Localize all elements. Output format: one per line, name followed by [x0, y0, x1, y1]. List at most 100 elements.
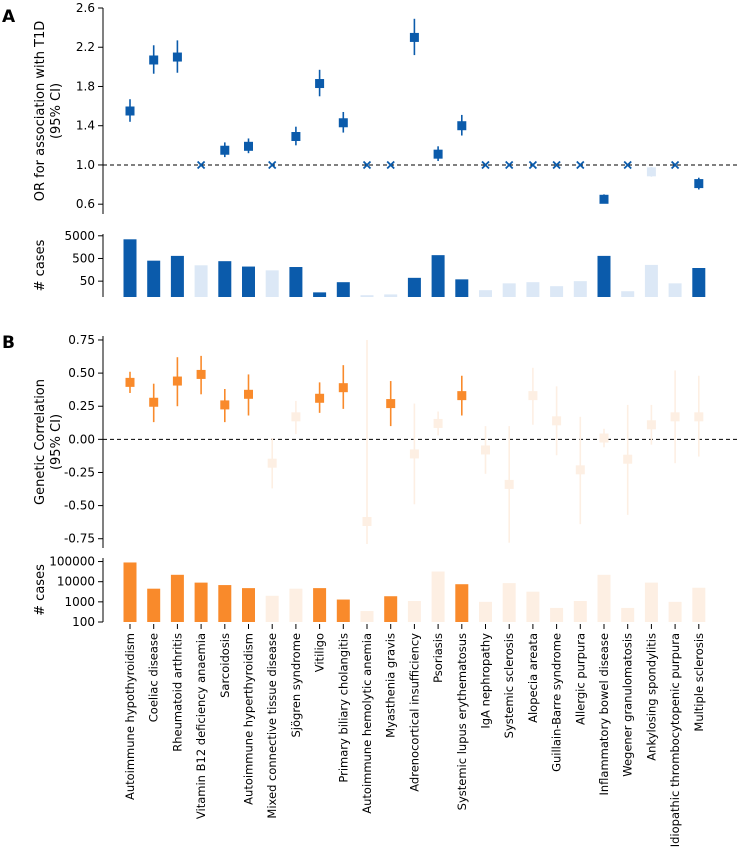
or-null-marker [576, 160, 585, 170]
case-bar [644, 264, 658, 297]
gc-point [196, 369, 206, 379]
or-point [220, 145, 230, 155]
y-axis-label: # cases [33, 564, 48, 616]
case-bar [479, 601, 492, 622]
case-bar [242, 588, 255, 622]
disease-label: Coeliac disease [147, 633, 161, 722]
gc-point [694, 412, 704, 422]
gc-point [338, 383, 348, 393]
disease-label: Autoimmune hemolytic anemia [360, 633, 374, 814]
or-point [291, 132, 301, 142]
or-point [125, 106, 135, 116]
y-tick-label: 2.6 [76, 1, 95, 15]
case-bar [502, 283, 516, 297]
case-bar [597, 574, 611, 622]
gc-point [528, 391, 538, 401]
y-tick-label: 500 [72, 251, 95, 265]
case-bar [644, 582, 658, 622]
gc-point [409, 449, 419, 459]
or-point [599, 194, 609, 204]
gc-point [149, 397, 159, 407]
case-bar [526, 282, 540, 297]
or-point [409, 32, 419, 42]
or-point [172, 52, 182, 62]
disease-label: Mixed connective tissue disease [265, 633, 279, 819]
y-tick-label: 0.50 [68, 366, 95, 380]
case-bar [621, 291, 635, 297]
y-tick-label: 10000 [57, 575, 95, 589]
y-tick-label: -0.75 [64, 532, 95, 546]
case-bar [123, 562, 137, 622]
case-bar [431, 571, 445, 622]
gc-point [670, 412, 680, 422]
case-bar [431, 255, 445, 297]
y-tick-label: 1.0 [76, 158, 95, 172]
case-bar [360, 295, 374, 297]
case-bar [668, 601, 682, 622]
case-bar [668, 283, 682, 297]
panel-b-label: B [2, 333, 15, 353]
case-bar [526, 591, 540, 622]
disease-label: Primary biliary cholangitis [336, 633, 350, 783]
disease-label: Myasthenia gravis [384, 633, 398, 738]
gc-point [291, 412, 301, 422]
case-bar [455, 279, 469, 297]
disease-label: Systemic sclerosis [502, 633, 516, 738]
y-tick-label: 0.75 [68, 333, 95, 347]
disease-labels: Autoimmune hypothyroidism Coeliac disease… [123, 624, 706, 847]
y-axis-label: Genetic Correlation [33, 379, 48, 505]
disease-label: Ankylosing spondylitis [644, 633, 658, 761]
or-null-marker [528, 160, 538, 170]
case-bar [384, 294, 398, 297]
or-null-marker [386, 160, 395, 170]
case-bar [194, 582, 208, 622]
gc-point [623, 454, 633, 464]
gc-point [481, 445, 490, 455]
or-point [244, 141, 253, 151]
or-null-marker [362, 160, 372, 170]
case-bar [289, 588, 303, 622]
y-tick-label: -0.25 [64, 465, 95, 479]
disease-label: Multiple sclerosis [692, 633, 706, 732]
gc-point [362, 517, 372, 526]
genetic-correlation-plot: -0.75 -0.50 -0.25 0.00 0.25 0.50 0.75 Genetic C… [33, 333, 738, 548]
case-bar [170, 574, 184, 622]
disease-label: Sarcoidosis [218, 633, 232, 698]
case-bar [550, 286, 564, 297]
or-point [433, 149, 443, 159]
y-tick-label: 50 [80, 274, 95, 288]
or-point [338, 118, 348, 128]
y-tick-label: 100000 [49, 555, 95, 569]
case-bar [360, 611, 374, 622]
cases-a-plot: 50 500 5000 # cases [33, 229, 706, 297]
case-bar [479, 290, 492, 297]
or-t1d-plot: 0.6 1.0 1.4 1.8 2.2 2.6 OR for association wit… [33, 1, 738, 214]
gc-point [220, 400, 230, 410]
or-null-marker [268, 160, 277, 170]
or-null-marker [481, 160, 490, 170]
or-point [149, 55, 159, 65]
case-bar [336, 599, 350, 622]
or-point [315, 79, 325, 89]
disease-label: Vitamin B12 deficiency anaemia [194, 633, 208, 819]
y-tick-label: 1.4 [76, 119, 95, 133]
case-bar [265, 270, 279, 297]
y-tick-label: 0.25 [68, 399, 95, 413]
gc-point [646, 420, 656, 430]
case-bar [147, 260, 161, 297]
gc-point [457, 391, 467, 401]
disease-label: Systemic lupus erythematosus [455, 633, 469, 810]
disease-label: Autoimmune hyperthyroidism [242, 633, 256, 805]
case-bar [194, 265, 208, 297]
y-tick-label: 2.2 [76, 40, 95, 54]
case-bar [170, 255, 184, 297]
gc-point [504, 479, 514, 489]
cases-b-plot: 100 1000 10000 100000# cases [33, 555, 706, 629]
or-point [646, 167, 656, 177]
disease-label: Allergic purpura [573, 633, 587, 725]
gc-point [599, 433, 609, 443]
case-bar [218, 261, 232, 297]
gc-point [125, 377, 135, 387]
y-tick-label: 100 [72, 615, 95, 629]
y-axis-label-ci: (95% CI) [49, 414, 64, 470]
